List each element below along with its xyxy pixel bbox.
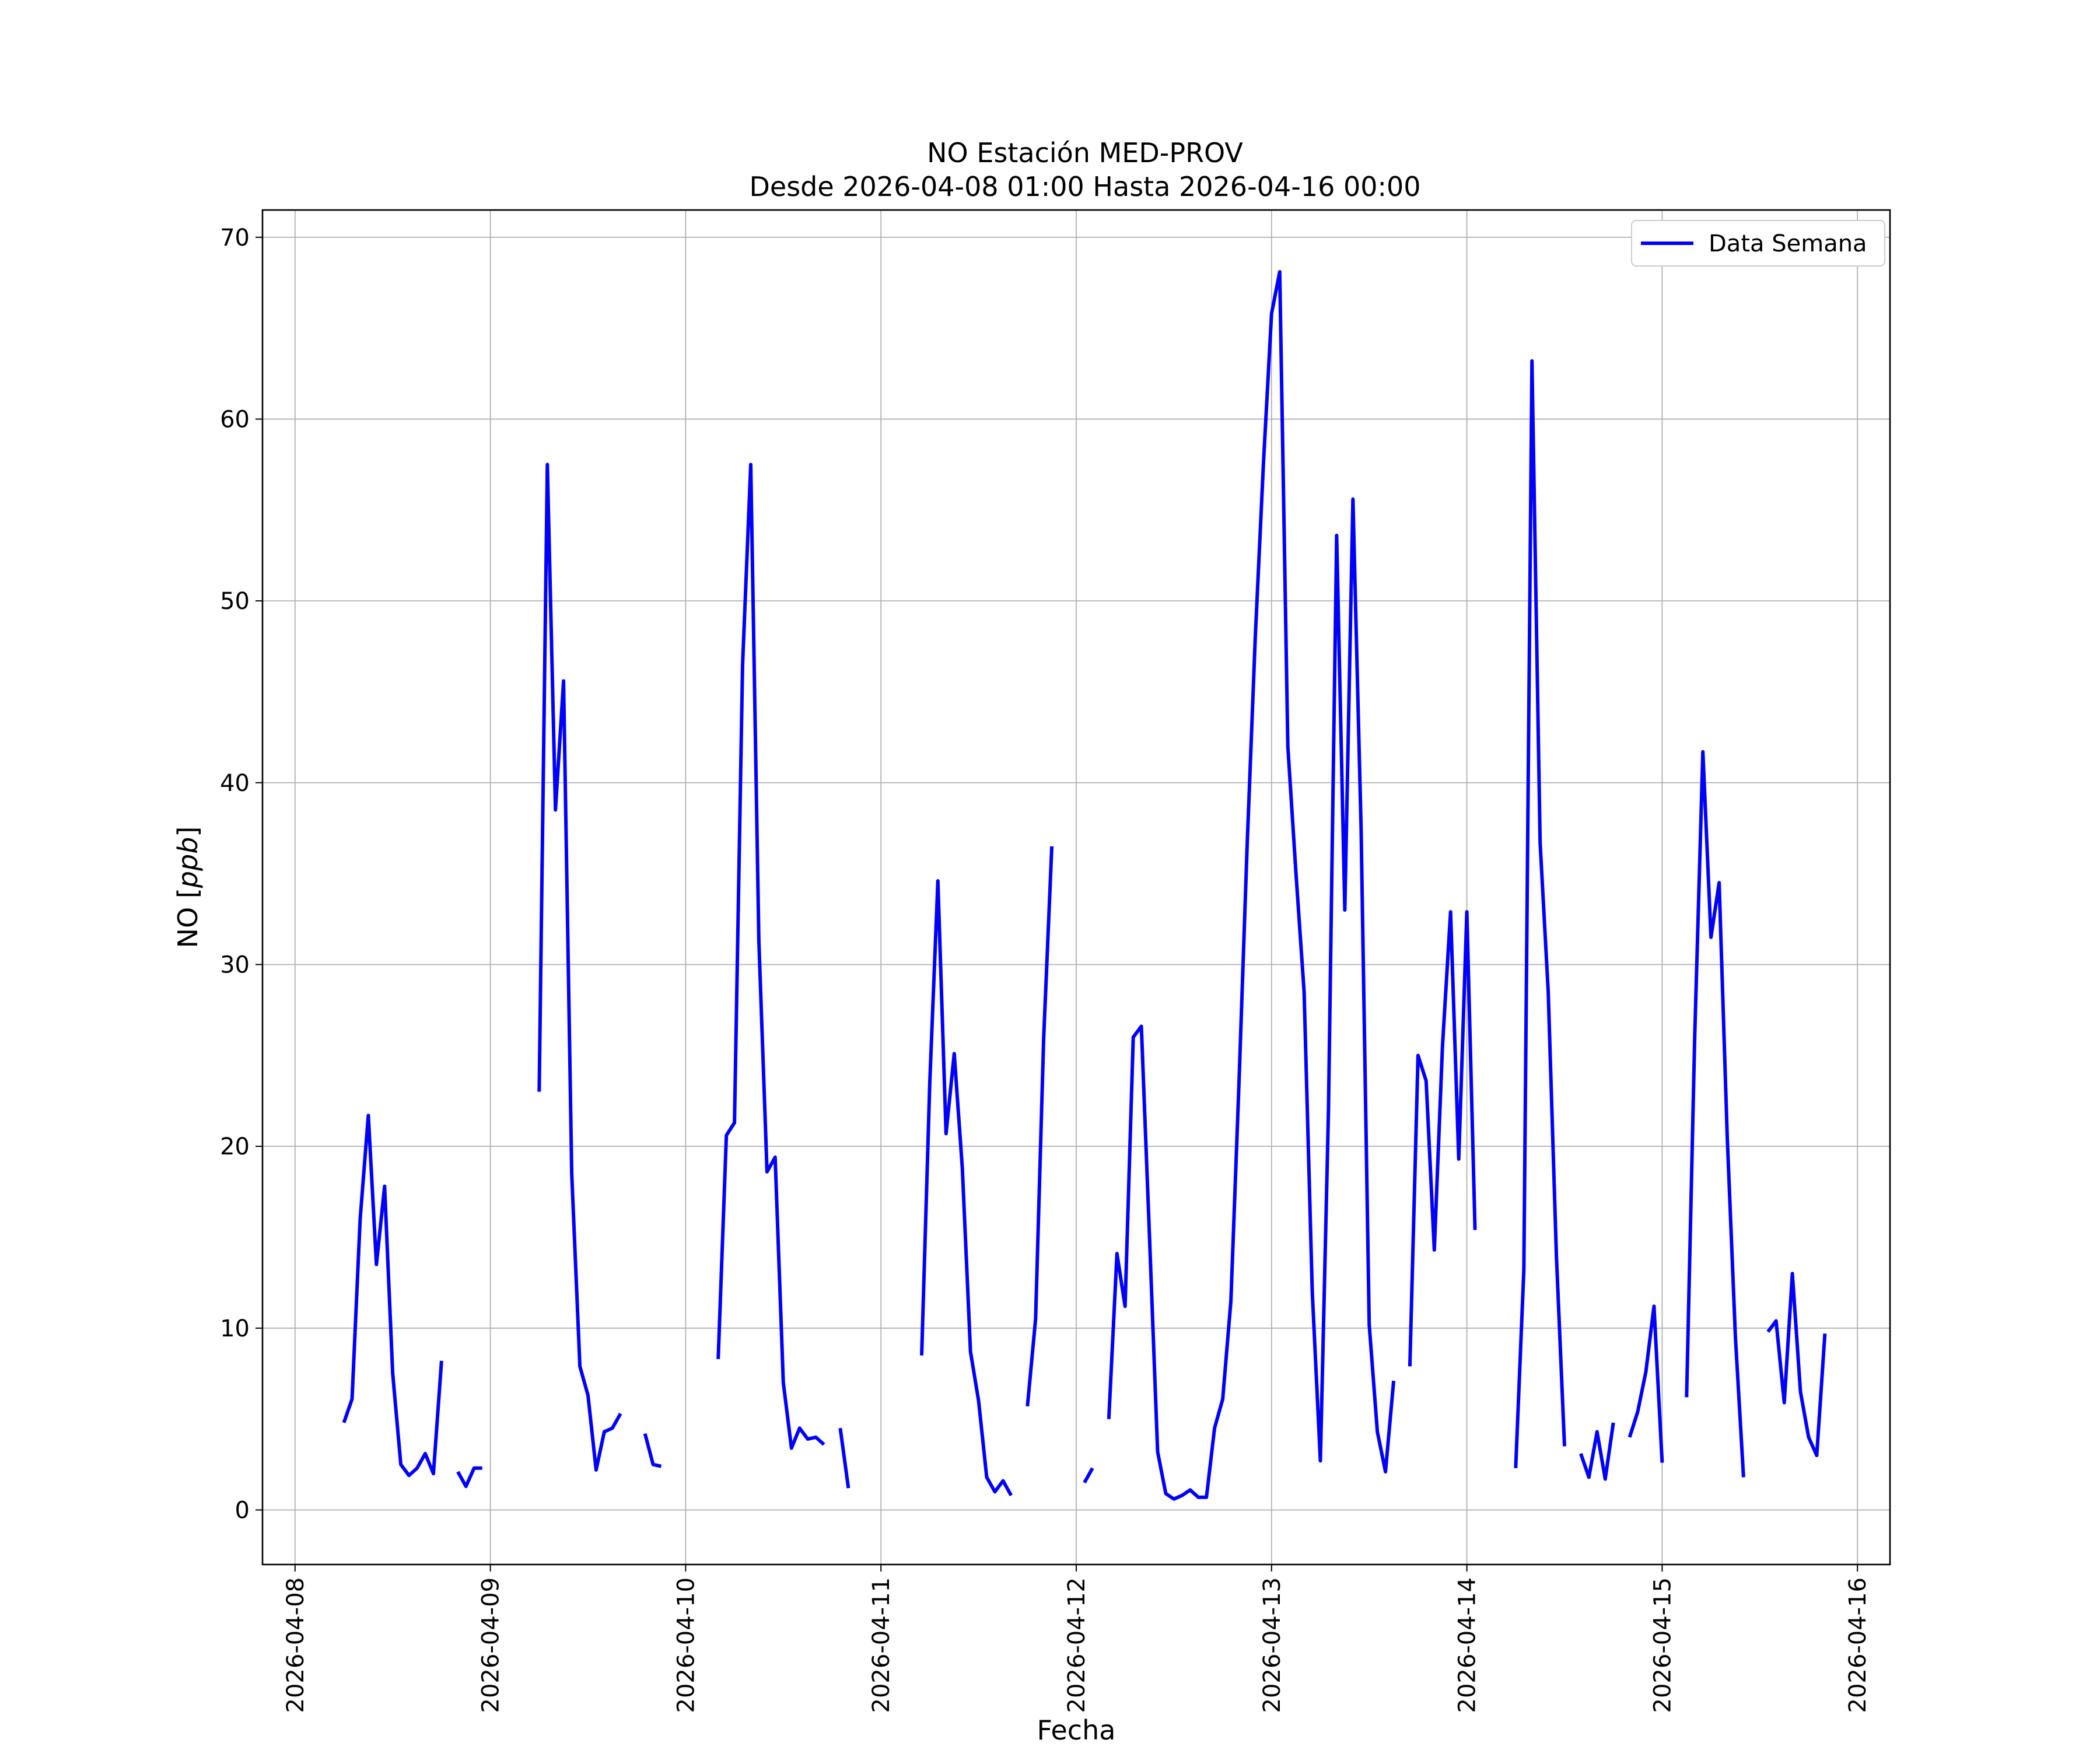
x-tick-label: 2026-04-15 bbox=[1649, 1577, 1676, 1713]
series-line-segment bbox=[1026, 846, 1054, 1407]
series-line-segment bbox=[920, 879, 1013, 1497]
chart-subtitle: Desde 2026-04-08 01:00 Hasta 2026-04-16 … bbox=[749, 171, 1420, 202]
grid bbox=[262, 210, 1890, 1564]
series-line-segment bbox=[342, 1114, 443, 1478]
y-tick-label: 10 bbox=[220, 1315, 250, 1342]
series-line-segment bbox=[1408, 910, 1477, 1367]
x-tick-label: 2026-04-12 bbox=[1063, 1577, 1090, 1713]
x-tick-label: 2026-04-11 bbox=[868, 1577, 895, 1713]
x-axis-label: Fecha bbox=[1037, 1714, 1116, 1746]
series-line-segment bbox=[537, 463, 622, 1472]
y-tick-label: 30 bbox=[220, 951, 250, 978]
y-tick-label: 60 bbox=[220, 406, 250, 433]
y-axis-label-suffix: ] bbox=[172, 827, 204, 837]
series-line-segment bbox=[838, 1427, 850, 1489]
series-line-segment bbox=[1685, 750, 1745, 1478]
series-line-segment bbox=[1766, 1272, 1827, 1457]
legend-box bbox=[1631, 220, 1885, 267]
series-line-segment bbox=[1628, 1304, 1664, 1463]
x-tick-label: 2026-04-13 bbox=[1259, 1577, 1286, 1713]
series-line-segment bbox=[456, 1466, 482, 1488]
series-line-segment bbox=[1083, 1467, 1094, 1484]
y-tick-label: 0 bbox=[235, 1497, 250, 1524]
series-line-segment bbox=[1579, 1422, 1615, 1481]
x-tick-label: 2026-04-10 bbox=[673, 1577, 699, 1713]
y-axis-label-unit: ppb bbox=[172, 837, 204, 889]
y-axis: 0 10 20 30 40 50 60 70 bbox=[220, 225, 262, 1524]
series-layer bbox=[342, 270, 1827, 1501]
y-tick-label: 70 bbox=[220, 225, 250, 251]
y-axis-label-prefix: NO [ bbox=[172, 888, 204, 948]
chart-title: NO Estación MED-PROV bbox=[927, 137, 1243, 169]
series-line-segment bbox=[716, 463, 825, 1450]
legend-label: Data Semana bbox=[1709, 230, 1867, 257]
y-axis-label: NO [ppb] bbox=[172, 827, 204, 949]
series-line-segment bbox=[1107, 270, 1396, 1501]
legend: Data Semana bbox=[1631, 220, 1885, 267]
x-tick-label: 2026-04-08 bbox=[282, 1577, 309, 1713]
x-tick-label: 2026-04-14 bbox=[1454, 1577, 1481, 1713]
series-line-segment bbox=[1514, 359, 1566, 1468]
x-axis: 2026-04-08 2026-04-09 2026-04-10 2026-04-11… bbox=[282, 1564, 1871, 1713]
series-line-segment bbox=[643, 1433, 662, 1468]
y-tick-label: 20 bbox=[220, 1133, 250, 1160]
y-tick-label: 40 bbox=[220, 770, 250, 797]
x-tick-label: 2026-04-09 bbox=[478, 1577, 505, 1713]
y-tick-label: 50 bbox=[220, 588, 250, 615]
x-tick-label: 2026-04-16 bbox=[1845, 1577, 1871, 1713]
